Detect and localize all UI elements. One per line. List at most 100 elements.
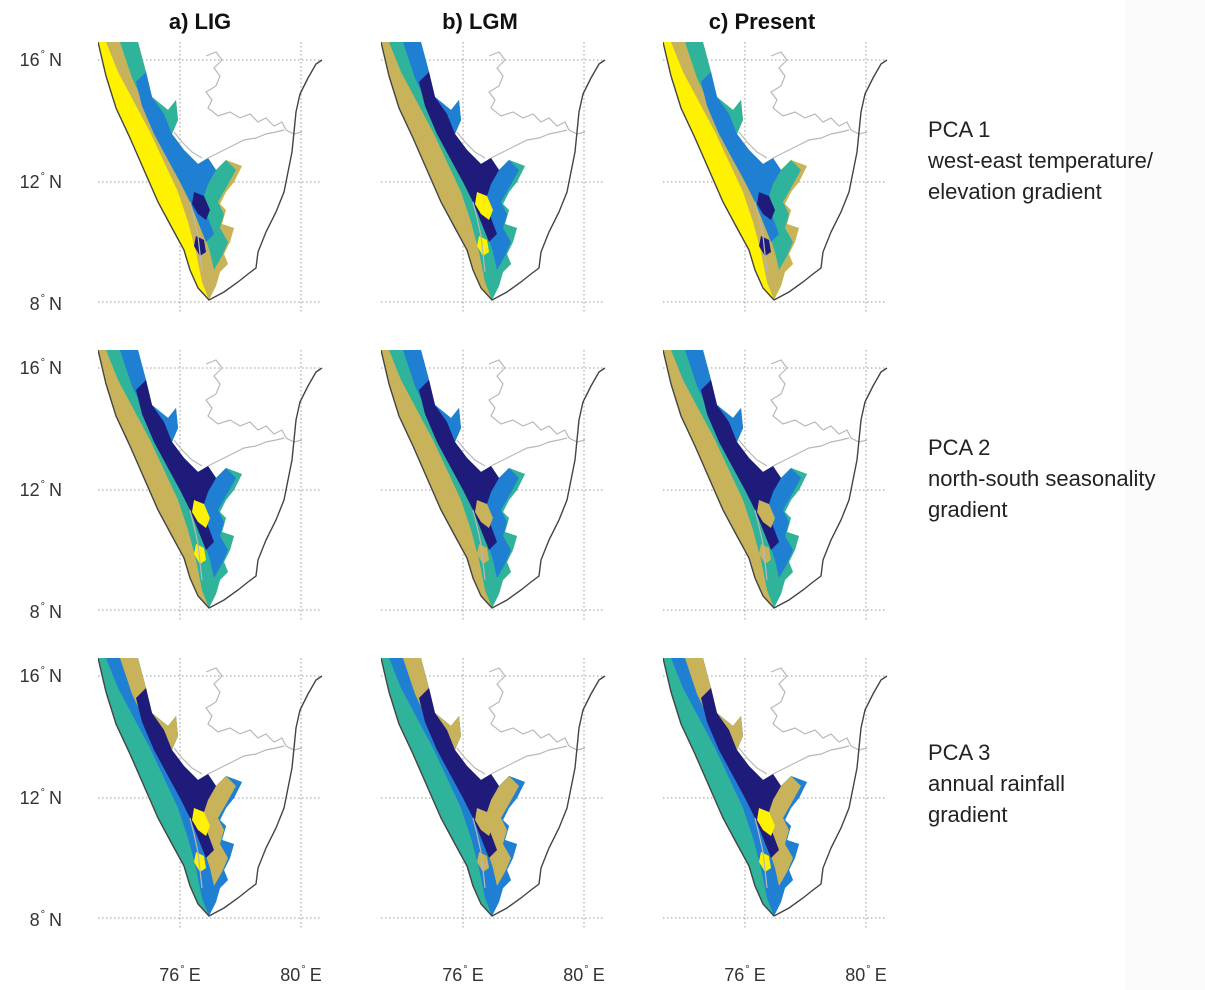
coastline bbox=[388, 367, 606, 609]
state-boundary bbox=[173, 131, 203, 159]
degree-symbol: ° bbox=[301, 964, 306, 976]
state-boundary bbox=[189, 817, 203, 889]
latitude-degree-value: 8 bbox=[29, 294, 40, 314]
region-band-4 bbox=[475, 192, 493, 256]
longitude-label: 80° E bbox=[826, 964, 906, 986]
latitude-label: 12° N bbox=[2, 479, 62, 501]
row-label-title: PCA 2 bbox=[928, 435, 991, 460]
latitude-hemisphere: N bbox=[49, 788, 62, 808]
region-band-4 bbox=[757, 500, 775, 564]
degree-symbol: ° bbox=[463, 964, 468, 976]
degree-symbol: ° bbox=[40, 293, 45, 305]
longitude-label: 80° E bbox=[544, 964, 624, 986]
coastline bbox=[105, 367, 323, 609]
state-boundary bbox=[490, 129, 568, 159]
longitude-label: 80° E bbox=[261, 964, 341, 986]
longitude-hemisphere: E bbox=[874, 965, 887, 985]
latitude-degree-value: 16 bbox=[19, 50, 40, 70]
coastline-west bbox=[381, 350, 390, 385]
coastline-west bbox=[663, 350, 672, 385]
map-panel-row3-col2 bbox=[381, 658, 606, 928]
state-boundary bbox=[490, 437, 568, 467]
row-label-pca-3: PCA 3 annual rainfall gradient bbox=[928, 737, 1065, 830]
state-boundary bbox=[173, 747, 203, 775]
degree-symbol: ° bbox=[40, 787, 45, 799]
latitude-label: 8° N bbox=[2, 601, 62, 623]
latitude-label: 16° N bbox=[2, 49, 62, 71]
state-boundary bbox=[754, 509, 768, 581]
map-panel-row2-col3 bbox=[663, 350, 888, 620]
row-label-description-line: north-south seasonality bbox=[928, 466, 1156, 491]
coastline bbox=[105, 59, 323, 301]
state-boundary bbox=[772, 745, 850, 775]
degree-symbol: ° bbox=[584, 964, 589, 976]
longitude-degree-value: 80 bbox=[563, 965, 584, 985]
state-boundary bbox=[205, 667, 303, 751]
state-boundary bbox=[189, 509, 203, 581]
column-title-1: a) LIG bbox=[168, 9, 232, 34]
state-boundary bbox=[772, 129, 850, 159]
state-boundary bbox=[207, 745, 285, 775]
row-label-pca-1: PCA 1 west-east temperature/elevation gra… bbox=[928, 114, 1153, 207]
latitude-hemisphere: N bbox=[49, 358, 62, 378]
state-boundary bbox=[770, 51, 868, 135]
longitude-degree-value: 76 bbox=[724, 965, 745, 985]
state-boundary bbox=[738, 747, 768, 775]
row-label-description-line: gradient bbox=[928, 802, 1008, 827]
degree-symbol: ° bbox=[40, 49, 45, 61]
latitude-hemisphere: N bbox=[49, 172, 62, 192]
map-panel-row1-col1 bbox=[98, 42, 323, 312]
longitude-degree-value: 80 bbox=[845, 965, 866, 985]
state-boundary bbox=[754, 201, 768, 273]
latitude-degree-value: 12 bbox=[19, 480, 40, 500]
region-band-4 bbox=[192, 192, 210, 256]
longitude-hemisphere: E bbox=[592, 965, 605, 985]
state-boundary bbox=[488, 51, 586, 135]
coastline bbox=[105, 675, 323, 917]
latitude-hemisphere: N bbox=[49, 294, 62, 314]
longitude-hemisphere: E bbox=[309, 965, 322, 985]
longitude-degree-value: 76 bbox=[159, 965, 180, 985]
state-boundary bbox=[770, 667, 868, 751]
state-boundary bbox=[205, 359, 303, 443]
coastline-west bbox=[663, 42, 672, 77]
latitude-hemisphere: N bbox=[49, 50, 62, 70]
latitude-label: 12° N bbox=[2, 171, 62, 193]
degree-symbol: ° bbox=[745, 964, 750, 976]
degree-symbol: ° bbox=[40, 171, 45, 183]
state-boundary bbox=[770, 359, 868, 443]
latitude-hemisphere: N bbox=[49, 910, 62, 930]
latitude-degree-value: 16 bbox=[19, 666, 40, 686]
map-panel-row1-col2 bbox=[381, 42, 606, 312]
state-boundary bbox=[754, 817, 768, 889]
page-edge-strip bbox=[1125, 0, 1205, 990]
coastline bbox=[388, 59, 606, 301]
column-title-2: b) LGM bbox=[442, 9, 518, 34]
column-title-3: c) Present bbox=[708, 9, 816, 34]
region-band-4 bbox=[192, 500, 210, 564]
longitude-label: 76° E bbox=[423, 964, 503, 986]
state-boundary bbox=[173, 439, 203, 467]
row-label-description-line: elevation gradient bbox=[928, 179, 1102, 204]
row-label-description-line: west-east temperature/ bbox=[928, 148, 1153, 173]
region-band-4 bbox=[475, 500, 493, 564]
state-boundary bbox=[488, 667, 586, 751]
degree-symbol: ° bbox=[866, 964, 871, 976]
latitude-label: 16° N bbox=[2, 665, 62, 687]
longitude-label: 76° E bbox=[705, 964, 785, 986]
latitude-hemisphere: N bbox=[49, 602, 62, 622]
latitude-hemisphere: N bbox=[49, 480, 62, 500]
coastline bbox=[670, 59, 888, 301]
latitude-degree-value: 8 bbox=[29, 910, 40, 930]
degree-symbol: ° bbox=[40, 479, 45, 491]
map-panel-row2-col1 bbox=[98, 350, 323, 620]
longitude-degree-value: 76 bbox=[442, 965, 463, 985]
row-label-title: PCA 3 bbox=[928, 740, 991, 765]
latitude-degree-value: 12 bbox=[19, 788, 40, 808]
state-boundary bbox=[456, 131, 486, 159]
state-boundary bbox=[490, 745, 568, 775]
row-label-description-line: annual rainfall bbox=[928, 771, 1065, 796]
state-boundary bbox=[189, 201, 203, 273]
coastline-west bbox=[98, 42, 107, 77]
coastline-west bbox=[663, 658, 672, 693]
